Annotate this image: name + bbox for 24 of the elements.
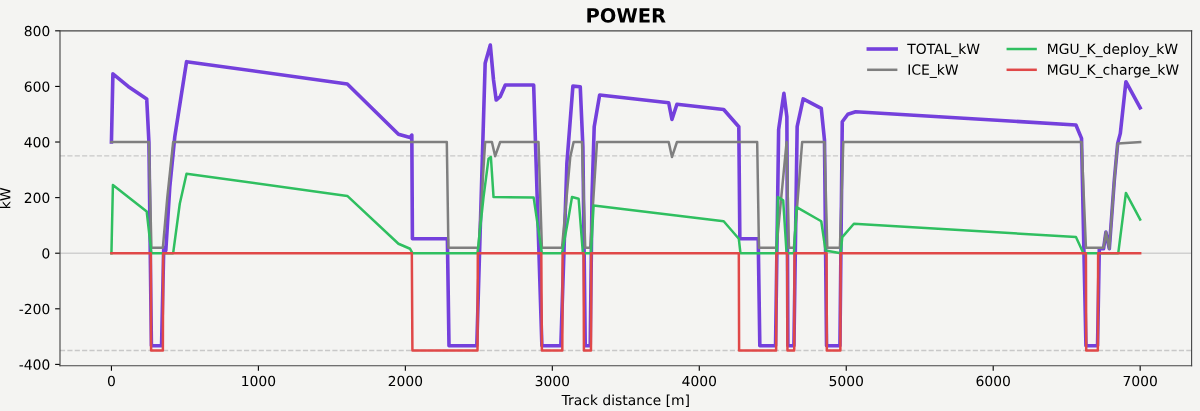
- y-tick-label: 0: [42, 248, 50, 259]
- y-axis-title: kW: [0, 187, 11, 208]
- legend-label: TOTAL_kW: [907, 43, 980, 58]
- legend-label: MGU_K_deploy_kW: [1048, 43, 1178, 58]
- x-tick-label: 3000: [535, 375, 570, 387]
- x-tick-label: 2000: [388, 375, 423, 387]
- x-tick-label: 5000: [829, 375, 863, 387]
- x-tick-label: 0: [107, 375, 115, 387]
- y-tick-label: 800: [24, 25, 50, 37]
- y-tick-label: 600: [24, 81, 50, 92]
- legend-label: ICE_kW: [908, 64, 959, 78]
- x-tick-label: 4000: [682, 375, 717, 387]
- y-tick-label: -400: [19, 359, 50, 370]
- x-axis-title: Track distance [m]: [561, 394, 689, 407]
- line-series: [110, 155, 1142, 255]
- x-tick-label: 6000: [976, 375, 1010, 387]
- y-tick-label: -200: [19, 303, 50, 315]
- x-tick-label: 7000: [1123, 375, 1157, 387]
- y-tick-label: 400: [24, 136, 50, 148]
- line-series: [110, 140, 1142, 251]
- chart-title: POWER: [587, 8, 666, 23]
- legend-label: MGU_K_charge_kW: [1048, 64, 1179, 78]
- x-tick-label: 1000: [242, 375, 276, 387]
- y-tick-label: 200: [24, 192, 50, 204]
